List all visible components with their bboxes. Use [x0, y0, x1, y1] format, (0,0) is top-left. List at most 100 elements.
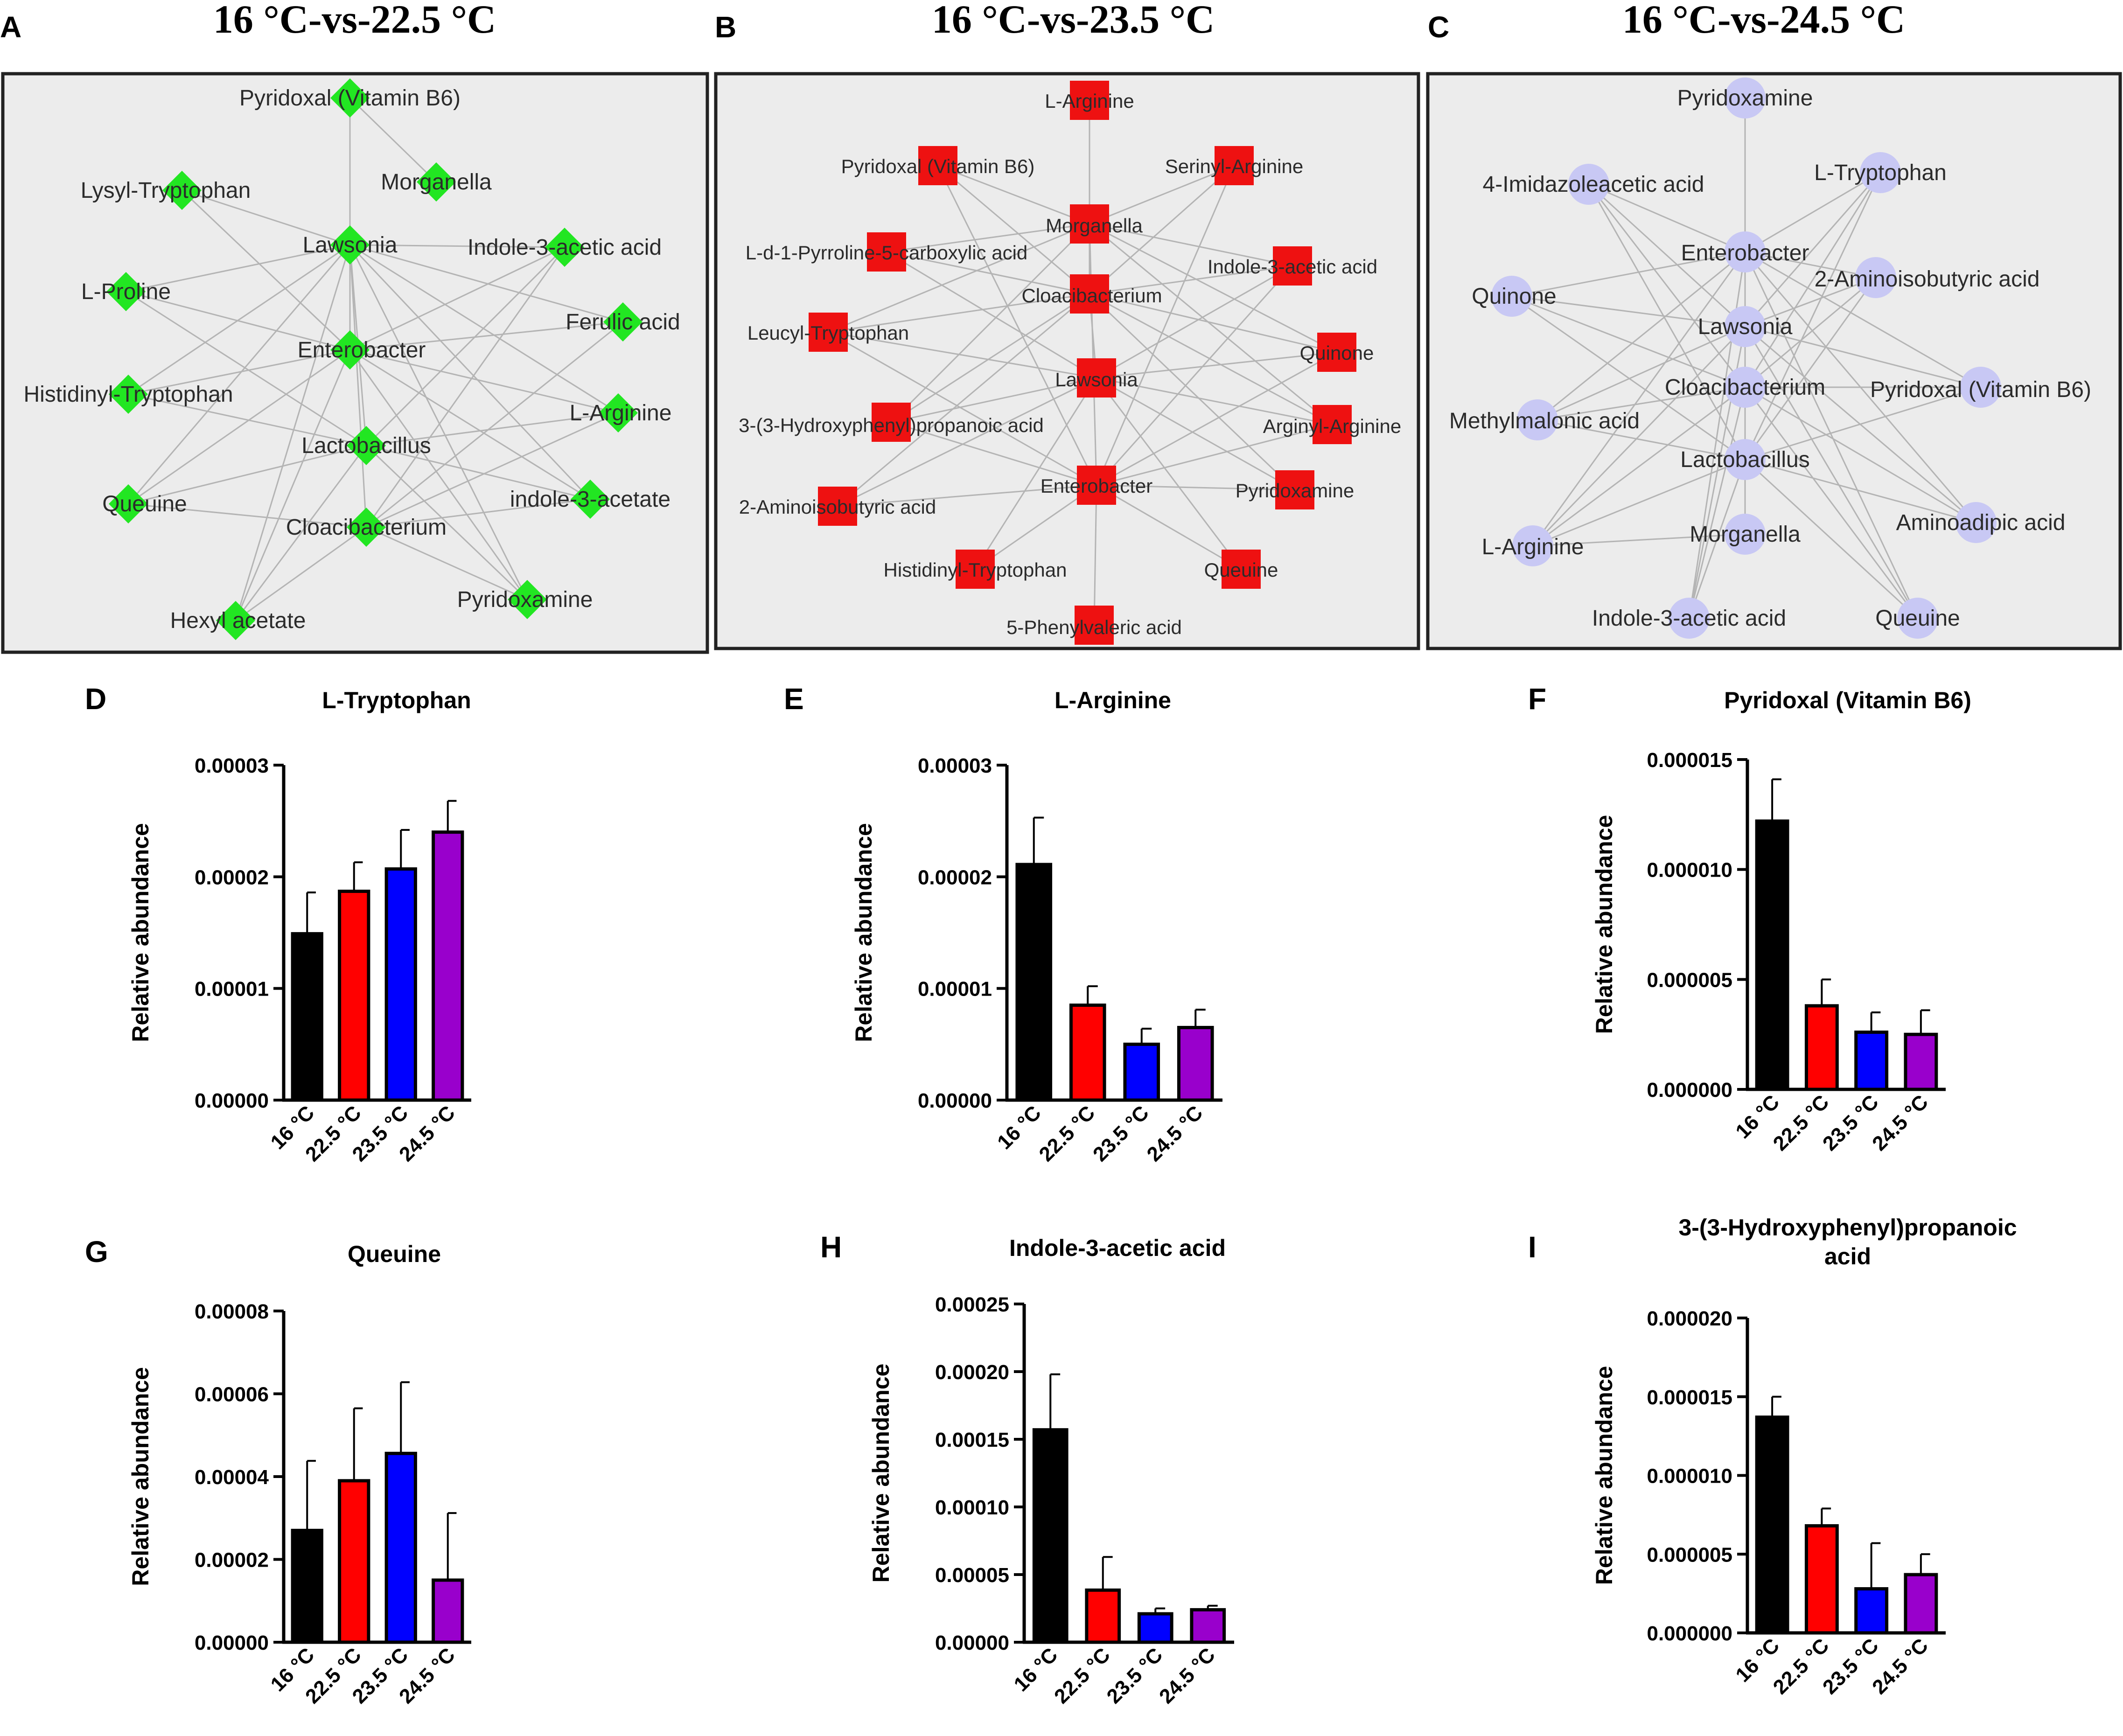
bar-22-5-c[interactable] — [338, 1479, 370, 1644]
bar-22-5-c[interactable] — [338, 889, 370, 1102]
node-marker-enterobacter[interactable] — [330, 330, 370, 370]
node-marker-methylmalonic-acid[interactable] — [1517, 399, 1558, 440]
node-marker-ferulic-acid[interactable] — [603, 302, 642, 342]
bar-23-5-c[interactable] — [384, 1451, 417, 1644]
network-edge — [366, 412, 619, 446]
y-tick-label: 0.00000 — [918, 1089, 992, 1112]
node-marker-queuine[interactable] — [1222, 550, 1261, 589]
y-tick-label: 0.000010 — [1647, 1465, 1732, 1488]
bar-16-c[interactable] — [1755, 1415, 1789, 1635]
y-tick-label: 0.00003 — [918, 754, 992, 777]
node-marker-indole-3-acetate[interactable] — [571, 480, 610, 519]
node-marker-pyridoxamine[interactable] — [1275, 470, 1314, 509]
node-marker-lactobacillus[interactable] — [1725, 439, 1766, 480]
network-edge — [1096, 351, 1337, 379]
bar-23-5-c[interactable] — [1854, 1030, 1889, 1091]
network-edge — [235, 445, 367, 621]
node-marker-indole-3-acetic-acid[interactable] — [1669, 598, 1710, 639]
bar-24-5-c[interactable] — [432, 830, 464, 1102]
y-tick-label: 0.00010 — [935, 1496, 1009, 1519]
node-marker-morganella[interactable] — [1725, 514, 1766, 555]
bar-24-5-c[interactable] — [1177, 1025, 1214, 1102]
network-edge — [1745, 459, 1976, 523]
node-marker-pyridoxal-vitamin-b6[interactable] — [918, 146, 957, 185]
node-marker-histidinyl-tryptophan[interactable] — [956, 550, 995, 589]
node-marker-lysyl-tryptophan[interactable] — [162, 171, 202, 210]
node-marker-pyridoxal-vitamin-b6[interactable] — [330, 78, 370, 118]
network-edge — [1089, 265, 1293, 295]
node-marker-l-tryptophan[interactable] — [1860, 152, 1901, 193]
node-marker-cloacibacterium[interactable] — [1725, 367, 1766, 408]
node-marker-morganella[interactable] — [1070, 204, 1109, 244]
node-marker-cloacibacterium[interactable] — [1070, 274, 1109, 314]
bar-22-5-c[interactable] — [1804, 1004, 1839, 1091]
node-label-indole-3-acetic-acid: Indole-3-acetic acid — [1592, 606, 1786, 631]
bar-24-5-c[interactable] — [1904, 1032, 1938, 1091]
x-tick-label: 16 °C — [993, 1101, 1046, 1154]
bar-24-5-c[interactable] — [432, 1578, 464, 1644]
node-marker-l-arginine[interactable] — [599, 393, 638, 432]
network-edge — [235, 349, 351, 621]
bar-16-c[interactable] — [291, 1528, 323, 1644]
chart-title: 3-(3-Hydroxyphenyl)propanoic — [1678, 1214, 2017, 1241]
node-marker-enterobacter[interactable] — [1077, 466, 1116, 505]
node-marker-queuine[interactable] — [109, 484, 148, 523]
bar-16-c[interactable] — [1015, 863, 1053, 1102]
network-edge — [1588, 183, 1746, 253]
node-marker-3-3-hydroxyphenyl-propanoic-acid[interactable] — [872, 403, 911, 442]
node-marker-lawsonia[interactable] — [1725, 306, 1766, 347]
node-marker-pyridoxal-vitamin-b6[interactable] — [1960, 367, 2001, 408]
y-tick-label: 0.00001 — [195, 978, 269, 1001]
node-marker-l-arginine[interactable] — [1070, 81, 1109, 120]
bar-16-c[interactable] — [1755, 819, 1789, 1091]
node-marker-hexyl-acetate[interactable] — [216, 601, 255, 640]
network-edge — [937, 165, 1090, 295]
bar-24-5-c[interactable] — [1190, 1608, 1226, 1644]
network-edge — [181, 189, 351, 351]
node-marker-5-phenylvaleric-acid[interactable] — [1075, 606, 1114, 645]
network-edge — [1532, 459, 1746, 547]
node-marker-l-arginine[interactable] — [1512, 525, 1553, 566]
node-marker-quinone[interactable] — [1491, 276, 1532, 317]
bar-16-c[interactable] — [1032, 1428, 1068, 1644]
node-marker-l-d-1-pyrroline-5-carboxylic-acid[interactable] — [867, 232, 906, 272]
node-label-pyridoxal-vitamin-b6: Pyridoxal (Vitamin B6) — [239, 86, 461, 111]
bar-22-5-c[interactable] — [1085, 1588, 1121, 1644]
node-marker-indole-3-acetic-acid[interactable] — [1273, 246, 1312, 286]
bar-23-5-c[interactable] — [1854, 1587, 1889, 1635]
bar-22-5-c[interactable] — [1069, 1004, 1106, 1102]
y-tick-label: 0.00000 — [935, 1631, 1009, 1654]
network-edge — [891, 377, 1097, 423]
node-marker-4-imidazoleacetic-acid[interactable] — [1568, 164, 1609, 205]
network-edge — [128, 349, 350, 395]
node-marker-serinyl-arginine[interactable] — [1215, 146, 1254, 185]
node-marker-enterobacter[interactable] — [1725, 231, 1766, 272]
x-tick-label: 24.5 °C — [1868, 1634, 1933, 1699]
bar-23-5-c[interactable] — [384, 867, 417, 1102]
bar-chart-panels: D L-Tryptophan 0.00000 0.00001 0.00002 0.0000… — [85, 682, 2017, 1708]
bar-23-5-c[interactable] — [1123, 1042, 1160, 1102]
node-marker-aminoadipic-acid[interactable] — [1955, 502, 1997, 543]
node-marker-pyridoxamine[interactable] — [508, 580, 547, 619]
node-marker-arginyl-arginine[interactable] — [1313, 405, 1352, 444]
node-marker-leucyl-tryptophan[interactable] — [809, 313, 848, 352]
bar-24-5-c[interactable] — [1904, 1573, 1938, 1635]
bar-22-5-c[interactable] — [1804, 1524, 1839, 1635]
node-marker-cloacibacterium[interactable] — [347, 508, 386, 547]
node-marker-morganella[interactable] — [417, 162, 456, 202]
node-marker-lactobacillus[interactable] — [347, 426, 386, 465]
node-marker-histidinyl-tryptophan[interactable] — [109, 375, 148, 414]
network-edge — [127, 244, 351, 504]
node-marker-lawsonia[interactable] — [330, 225, 370, 265]
node-marker-indole-3-acetic-acid[interactable] — [545, 228, 584, 267]
node-marker-2-aminoisobutyric-acid[interactable] — [818, 487, 857, 526]
bar-16-c[interactable] — [291, 932, 323, 1102]
node-marker-pyridoxamine[interactable] — [1725, 77, 1766, 119]
node-marker-queuine[interactable] — [1897, 598, 1938, 639]
bar-23-5-c[interactable] — [1137, 1612, 1173, 1644]
node-marker-lawsonia[interactable] — [1077, 358, 1116, 397]
node-marker-quinone[interactable] — [1317, 333, 1356, 372]
node-marker-2-aminoisobutyric-acid[interactable] — [1855, 257, 1896, 298]
node-marker-l-proline[interactable] — [106, 272, 146, 311]
node-label-lysyl-tryptophan: Lysyl-Tryptophan — [81, 178, 251, 203]
